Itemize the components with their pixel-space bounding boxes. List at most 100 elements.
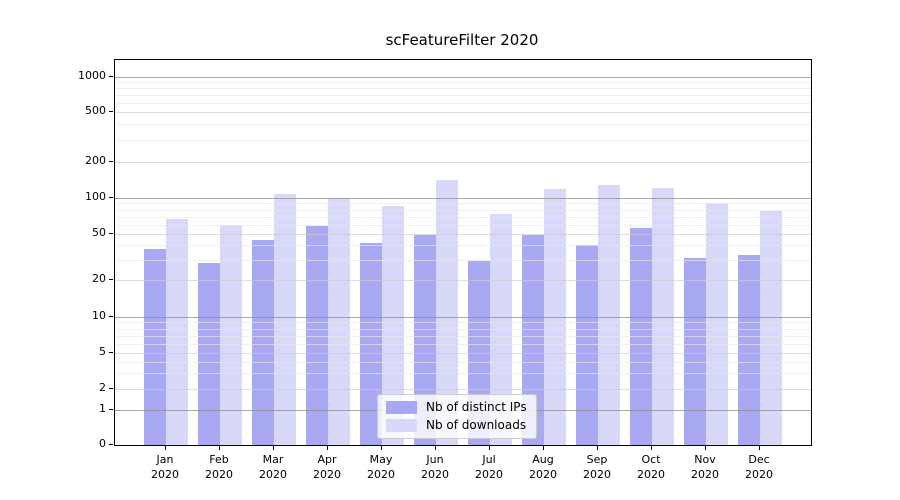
chart-title: scFeatureFilter 2020	[385, 31, 539, 49]
gridline-minor-80	[115, 210, 811, 211]
x-tick-label-apr: Apr 2020	[300, 452, 354, 482]
x-tick-label-nov: Nov 2020	[678, 452, 732, 482]
gridline-20	[115, 280, 811, 281]
y-tick-label-20: 20	[92, 272, 106, 285]
x-tick-year-jan: 2020	[151, 468, 179, 481]
gridline-minor-40	[115, 245, 811, 246]
gridline-minor-9	[115, 322, 811, 323]
y-tick-mark-5	[109, 352, 113, 353]
gridline-100	[115, 198, 811, 199]
gridline-minor-6	[115, 344, 811, 345]
gridline-1000	[115, 77, 811, 78]
bar-distinct-ips-nov	[684, 257, 706, 445]
plot-area	[114, 59, 812, 446]
bar-distinct-ips-aug	[522, 235, 544, 445]
gridline-200	[115, 162, 811, 163]
x-tick-label-feb: Feb 2020	[192, 452, 246, 482]
y-tick-mark-2	[109, 388, 113, 389]
legend-swatch-distinct-ips	[386, 400, 417, 414]
x-tick-label-jan: Jan 2020	[138, 452, 192, 482]
x-tick-mark-nov	[705, 446, 706, 450]
y-tick-mark-100	[109, 197, 113, 198]
bar-downloads-jun	[436, 179, 458, 445]
x-tick-year-jun: 2020	[421, 468, 449, 481]
x-tick-mark-sep	[597, 446, 598, 450]
x-tick-year-feb: 2020	[205, 468, 233, 481]
bar-distinct-ips-jan	[144, 249, 166, 445]
x-tick-mark-mar	[273, 446, 274, 450]
y-tick-mark-50	[109, 233, 113, 234]
x-tick-mark-apr	[327, 446, 328, 450]
legend-label-downloads: Nb of downloads	[426, 418, 527, 432]
x-tick-year-may: 2020	[367, 468, 395, 481]
bar-downloads-oct	[652, 188, 674, 445]
bar-downloads-jan	[166, 218, 188, 445]
bar-downloads-sep	[598, 184, 620, 445]
bar-downloads-feb	[220, 224, 242, 445]
bar-downloads-may	[382, 205, 404, 445]
y-tick-mark-0	[109, 444, 113, 445]
x-tick-year-aug: 2020	[529, 468, 557, 481]
gridline-minor-4	[115, 362, 811, 363]
bar-distinct-ips-may	[360, 242, 382, 445]
gridline-minor-400	[115, 124, 811, 125]
y-tick-label-500: 500	[85, 104, 106, 117]
gridline-10	[115, 317, 811, 318]
y-tick-mark-500	[109, 111, 113, 112]
legend-row-distinct-ips: Nb of distinct IPs	[386, 400, 527, 414]
y-tick-mark-20	[109, 279, 113, 280]
x-tick-mark-aug	[543, 446, 544, 450]
bar-downloads-dec	[760, 210, 782, 445]
y-tick-label-1000: 1000	[78, 69, 106, 82]
x-tick-label-may: May 2020	[354, 452, 408, 482]
x-tick-label-aug: Aug 2020	[516, 452, 570, 482]
legend-label-distinct-ips: Nb of distinct IPs	[426, 400, 527, 414]
legend: Nb of distinct IPs Nb of downloads	[377, 394, 537, 439]
gridline-minor-70	[115, 217, 811, 218]
x-tick-mark-jul	[489, 446, 490, 450]
bar-distinct-ips-sep	[576, 245, 598, 445]
bar-downloads-mar	[274, 194, 296, 445]
gridline-minor-3	[115, 373, 811, 374]
gridline-500	[115, 112, 811, 113]
legend-swatch-downloads	[386, 418, 417, 432]
x-tick-year-nov: 2020	[691, 468, 719, 481]
bar-downloads-apr	[328, 198, 350, 445]
bar-downloads-nov	[706, 202, 728, 445]
y-tick-mark-1000	[109, 76, 113, 77]
y-tick-mark-1	[109, 409, 113, 410]
x-tick-year-mar: 2020	[259, 468, 287, 481]
gridline-minor-60	[115, 225, 811, 226]
bar-distinct-ips-dec	[738, 254, 760, 445]
gridline-50	[115, 234, 811, 235]
bar-distinct-ips-mar	[252, 240, 274, 445]
bar-distinct-ips-jun	[414, 235, 436, 445]
x-tick-mark-may	[381, 446, 382, 450]
bar-distinct-ips-feb	[198, 263, 220, 445]
x-tick-mark-jan	[165, 446, 166, 450]
x-tick-label-dec: Dec 2020	[732, 452, 786, 482]
x-tick-year-apr: 2020	[313, 468, 341, 481]
y-tick-mark-200	[109, 161, 113, 162]
x-tick-label-sep: Sep 2020	[570, 452, 624, 482]
y-tick-label-100: 100	[85, 190, 106, 203]
x-tick-mark-oct	[651, 446, 652, 450]
gridline-minor-900	[115, 82, 811, 83]
gridline-minor-600	[115, 103, 811, 104]
x-tick-label-oct: Oct 2020	[624, 452, 678, 482]
gridline-5	[115, 353, 811, 354]
y-tick-label-2: 2	[99, 381, 106, 394]
x-tick-year-dec: 2020	[745, 468, 773, 481]
gridline-minor-700	[115, 95, 811, 96]
y-tick-label-50: 50	[92, 226, 106, 239]
x-tick-year-sep: 2020	[583, 468, 611, 481]
gridline-2	[115, 389, 811, 390]
gridline-minor-8	[115, 329, 811, 330]
x-tick-year-jul: 2020	[475, 468, 503, 481]
x-tick-mark-dec	[759, 446, 760, 450]
x-tick-year-oct: 2020	[637, 468, 665, 481]
y-tick-label-1: 1	[99, 402, 106, 415]
legend-row-downloads: Nb of downloads	[386, 418, 527, 432]
y-tick-label-5: 5	[99, 345, 106, 358]
